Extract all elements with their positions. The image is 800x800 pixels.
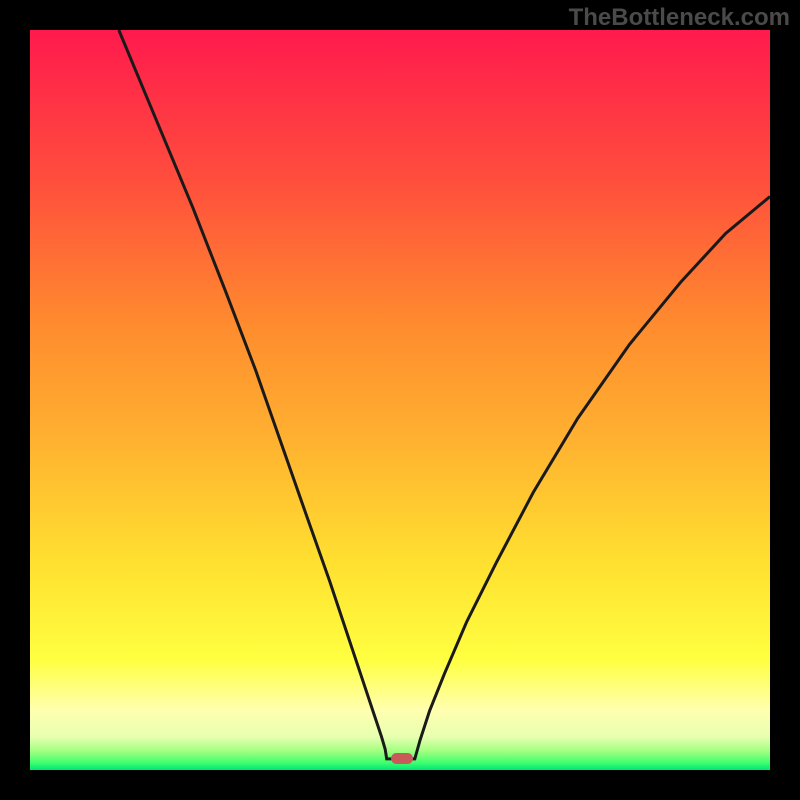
gradient-background: [30, 30, 770, 770]
optimal-point-marker: [391, 753, 413, 764]
plot-area: [30, 30, 770, 770]
watermark-text: TheBottleneck.com: [569, 4, 790, 32]
